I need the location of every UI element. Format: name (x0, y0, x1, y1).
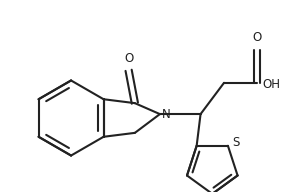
Text: O: O (252, 31, 262, 45)
Text: S: S (233, 136, 240, 149)
Text: N: N (162, 108, 171, 121)
Text: O: O (124, 52, 133, 65)
Text: OH: OH (262, 78, 280, 91)
